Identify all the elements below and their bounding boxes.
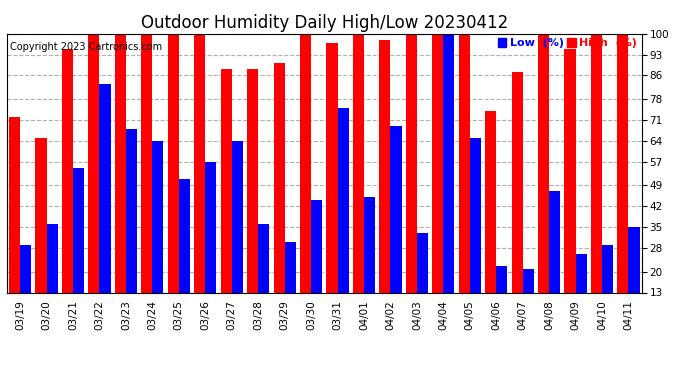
Bar [179,180,190,292]
Bar [380,40,391,292]
Bar [432,34,443,292]
Bar [62,49,73,292]
Text: Copyright 2023 Cartronics.com: Copyright 2023 Cartronics.com [10,42,162,51]
Bar [417,233,428,292]
Bar [364,197,375,292]
Bar [618,34,629,292]
Bar [629,227,640,292]
Bar [284,242,296,292]
Bar [152,141,164,292]
Bar [232,141,243,292]
Bar [591,34,602,292]
Bar [194,34,206,292]
Bar [549,191,560,292]
Bar [496,266,507,292]
Bar [470,138,481,292]
Bar [221,69,232,292]
Bar [9,117,20,292]
Bar [485,111,496,292]
Bar [168,34,179,292]
Bar [141,34,152,292]
Title: Outdoor Humidity Daily High/Low 20230412: Outdoor Humidity Daily High/Low 20230412 [141,14,508,32]
Bar [391,126,402,292]
Bar [311,200,322,292]
Bar [99,84,110,292]
Bar [511,72,523,292]
Bar [564,49,575,292]
Bar [73,168,84,292]
Legend: Low  (%), High  (%): Low (%), High (%) [495,36,640,51]
Bar [273,63,284,292]
Bar [126,129,137,292]
Bar [206,162,217,292]
Bar [326,43,337,292]
Bar [337,108,348,292]
Bar [300,34,311,292]
Bar [247,69,258,292]
Bar [538,34,549,292]
Bar [353,34,364,292]
Bar [35,138,47,292]
Bar [20,245,31,292]
Bar [88,34,99,292]
Bar [47,224,58,292]
Bar [602,245,613,292]
Bar [258,224,269,292]
Bar [459,34,470,292]
Bar [115,34,126,292]
Bar [406,34,417,292]
Bar [523,269,534,292]
Bar [575,254,586,292]
Bar [444,34,455,292]
